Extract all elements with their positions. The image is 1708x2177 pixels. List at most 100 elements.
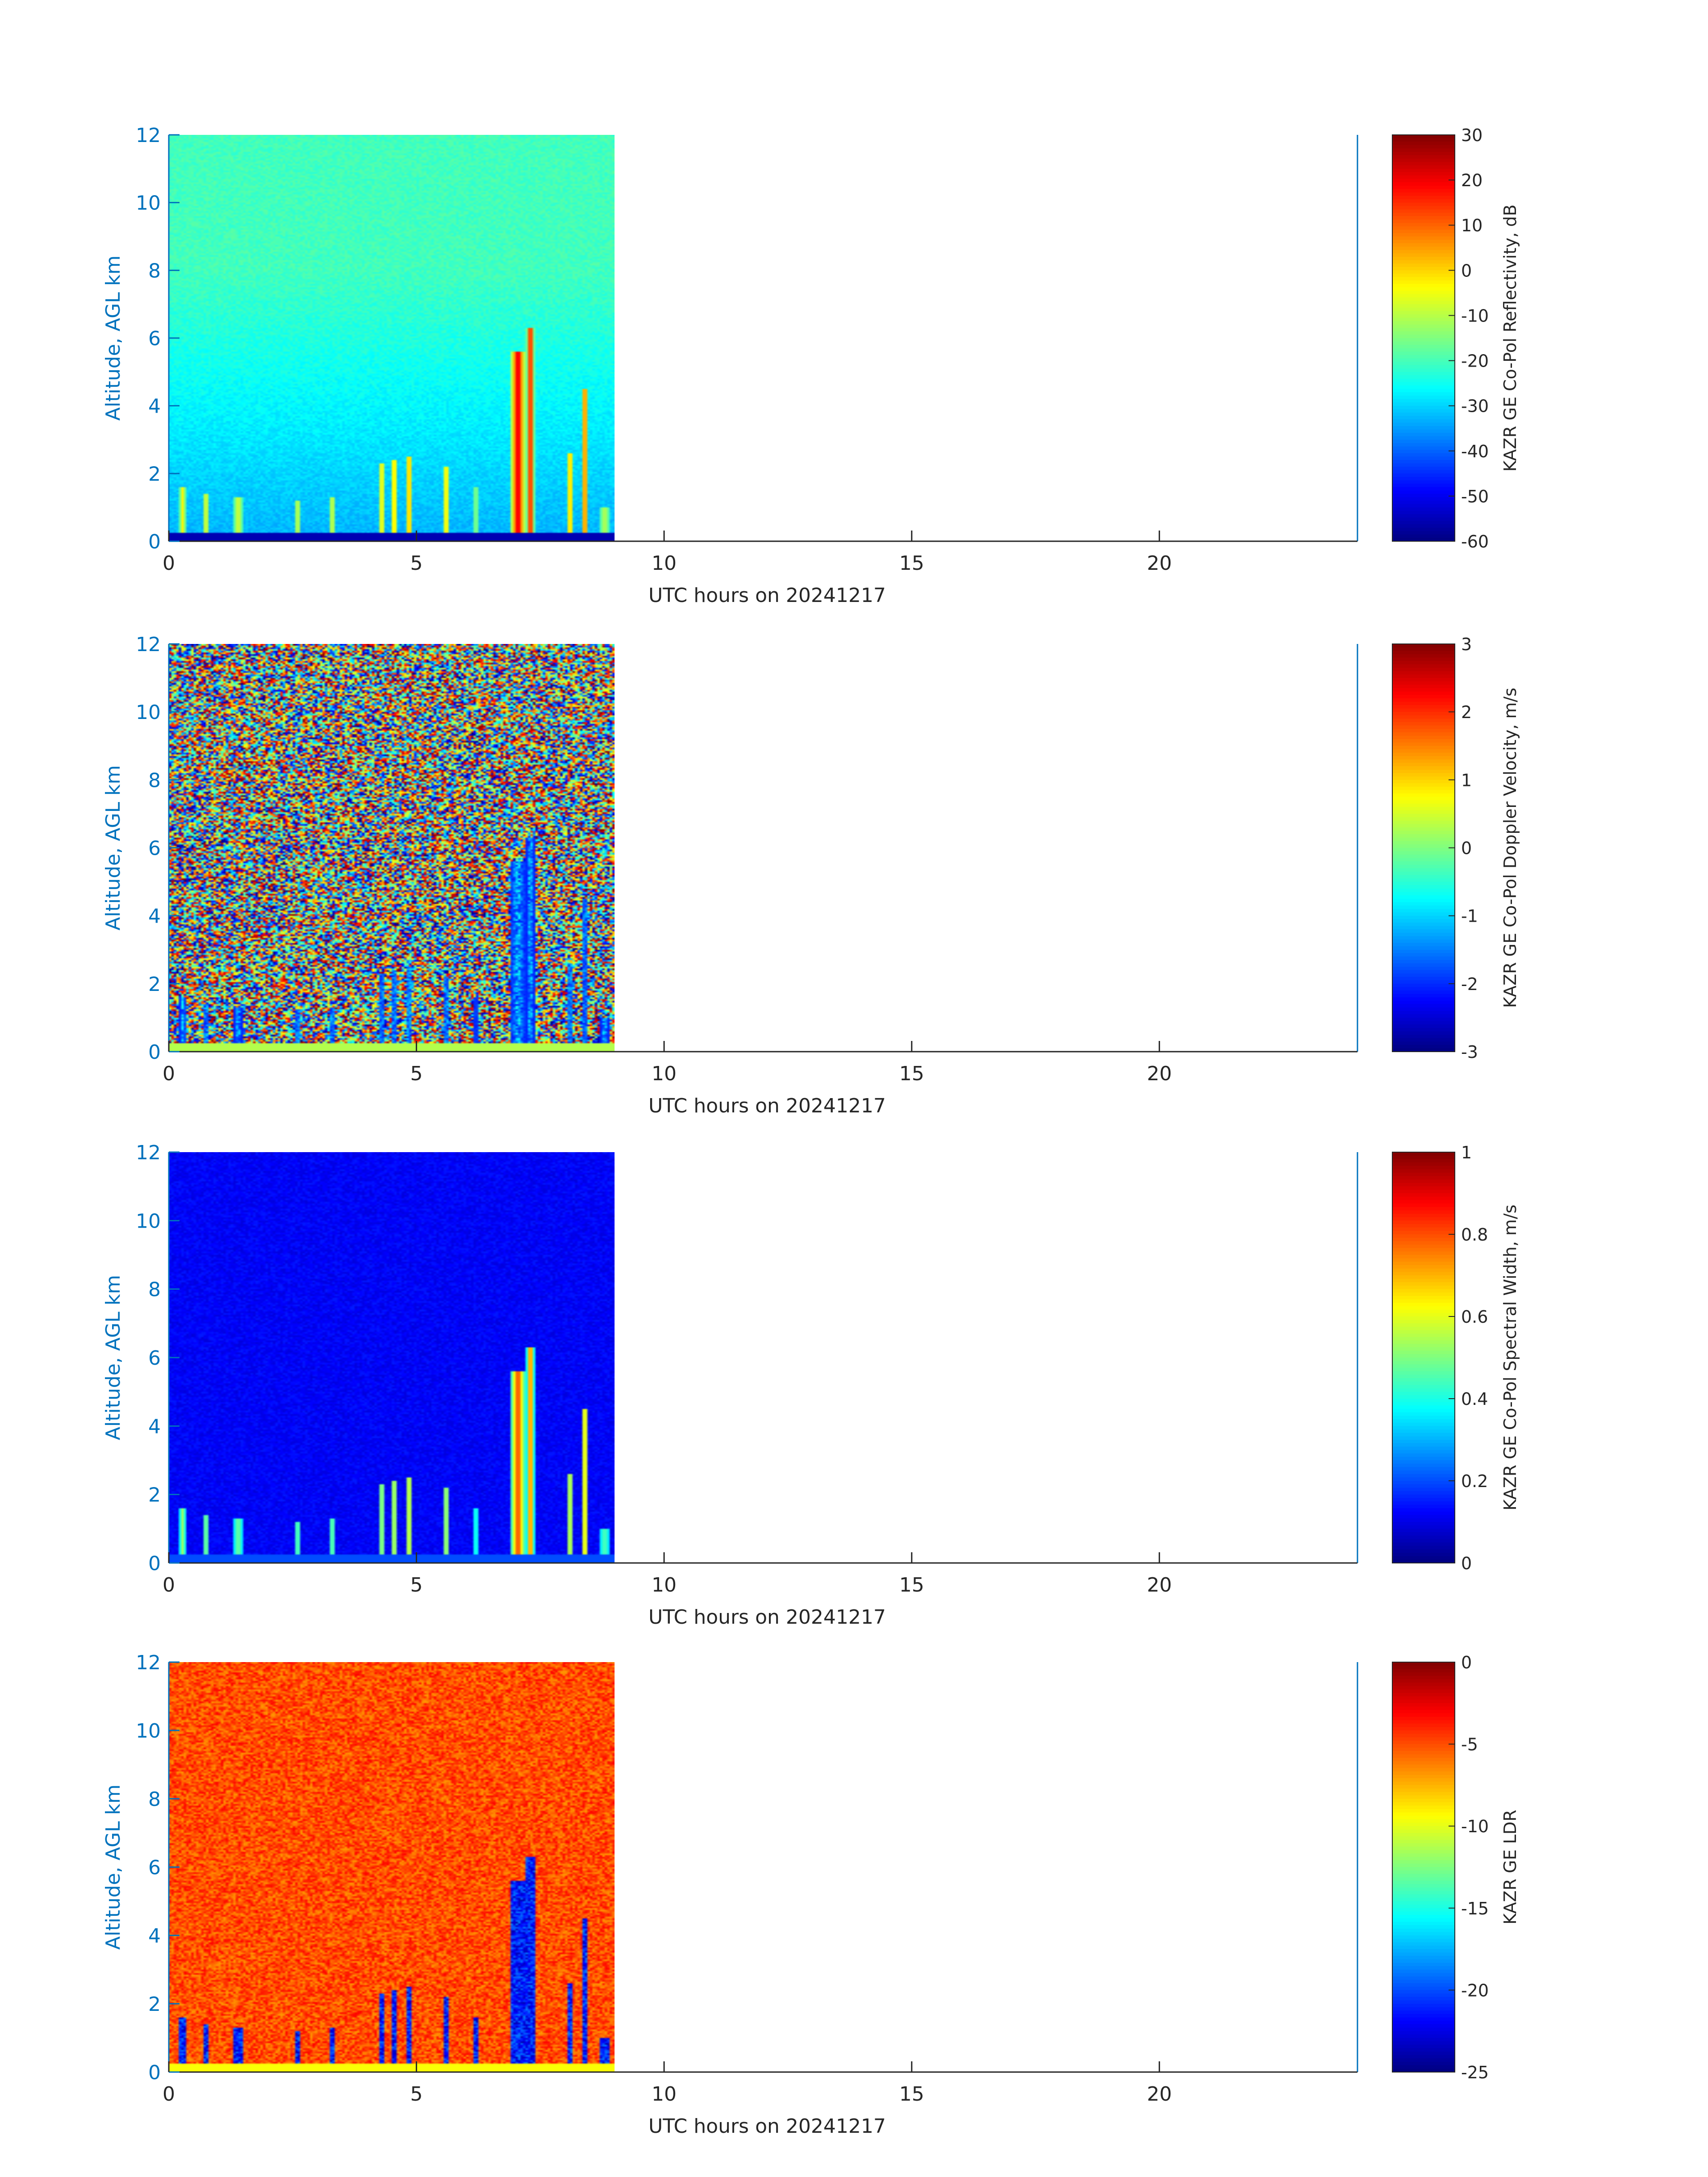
colorbar-segment	[1392, 1665, 1455, 1670]
colorbar-segment	[1392, 1778, 1455, 1782]
colorbar-tick-label: 30	[1461, 125, 1482, 145]
colorbar-segment	[1392, 1539, 1455, 1543]
colorbar-segment	[1392, 507, 1455, 511]
colorbar-segment	[1392, 671, 1455, 675]
colorbar: -25 -20 -15 -10 -5 0	[1392, 1653, 1489, 2082]
colorbar-segment	[1392, 712, 1455, 716]
colorbar-segment	[1392, 885, 1455, 889]
colorbar-segment	[1392, 527, 1455, 532]
colorbar-segment	[1392, 490, 1455, 494]
colorbar-segment	[1392, 175, 1455, 180]
colorbar-segment	[1392, 1959, 1455, 1964]
colorbar-segment	[1392, 1388, 1455, 1392]
colorbar-segment	[1392, 318, 1455, 322]
colorbar-segment	[1392, 1436, 1455, 1440]
colorbar-segment	[1392, 1024, 1455, 1028]
colorbar-segment	[1392, 1809, 1455, 1813]
colorbar-segment	[1392, 453, 1455, 457]
colorbar-segment	[1392, 1734, 1455, 1738]
x-tick-label: 10	[651, 1574, 677, 1596]
colorbar: -3 -2 -1 0 1 2 3	[1392, 635, 1478, 1062]
colorbar-segment	[1392, 780, 1455, 784]
colorbar-segment	[1392, 341, 1455, 346]
y-tick-label: 6	[148, 1347, 161, 1370]
colorbar-segment	[1392, 1676, 1455, 1680]
colorbar-segment	[1392, 1710, 1455, 1714]
colorbar-segment	[1392, 446, 1455, 451]
colorbar-segment	[1392, 216, 1455, 220]
colorbar-segment	[1392, 820, 1455, 825]
colorbar-segment	[1392, 1320, 1455, 1324]
colorbar-segment	[1392, 674, 1455, 679]
colorbar-segment	[1392, 1864, 1455, 1868]
x-tick-label: 20	[1147, 1062, 1172, 1085]
colorbar-segment	[1392, 977, 1455, 981]
colorbar-segment	[1392, 1525, 1455, 1529]
colorbar-segment	[1392, 233, 1455, 237]
colorbar-segment	[1392, 155, 1455, 159]
colorbar-segment	[1392, 1038, 1455, 1042]
colorbar-segment	[1392, 375, 1455, 379]
colorbar-segment	[1392, 1350, 1455, 1355]
colorbar-tick-label: -25	[1461, 2063, 1489, 2082]
colorbar-segment	[1392, 868, 1455, 872]
y-tick-label: 8	[148, 1279, 161, 1301]
colorbar-segment	[1392, 1354, 1455, 1358]
colorbar-segment	[1392, 1535, 1455, 1540]
colorbar-segment	[1392, 348, 1455, 352]
colorbar-segment	[1392, 1515, 1455, 1519]
colorbar-segment	[1392, 858, 1455, 862]
colorbar-segment	[1392, 189, 1455, 193]
colorbar-tick-label: 1	[1461, 770, 1472, 790]
colorbar-segment	[1392, 657, 1455, 662]
colorbar-segment	[1392, 1460, 1455, 1464]
colorbar-segment	[1392, 480, 1455, 485]
colorbar-segment	[1392, 1494, 1455, 1499]
colorbar-segment	[1392, 159, 1455, 163]
colorbar-segment	[1392, 695, 1455, 699]
colorbar-segment	[1392, 1474, 1455, 1478]
colorbar-tick-label: 0	[1461, 839, 1472, 858]
colorbar-segment	[1392, 1990, 1455, 1994]
colorbar-segment	[1392, 1518, 1455, 1522]
colorbar-segment	[1392, 882, 1455, 886]
colorbar-segment	[1392, 1337, 1455, 1341]
colorbar-segment	[1392, 766, 1455, 770]
colorbar-segment	[1392, 501, 1455, 505]
x-tick-label: 5	[410, 1062, 423, 1085]
colorbar-segment	[1392, 1771, 1455, 1776]
colorbar-segment	[1392, 294, 1455, 298]
colorbar-segment	[1392, 1488, 1455, 1492]
colorbar-segment	[1392, 277, 1455, 281]
colorbar-segment	[1392, 1207, 1455, 1211]
colorbar-segment	[1392, 1402, 1455, 1406]
x-tick-label: 5	[410, 1574, 423, 1596]
colorbar-segment	[1392, 749, 1455, 753]
y-tick-label: 10	[136, 701, 161, 724]
colorbar-segment	[1392, 510, 1455, 515]
colorbar-segment	[1392, 1727, 1455, 1731]
colorbar-segment	[1392, 1220, 1455, 1224]
colorbar-segment	[1392, 1196, 1455, 1201]
y-axis-label: Altitude, AGL km	[102, 1784, 125, 1950]
colorbar-segment	[1392, 1371, 1455, 1375]
colorbar-segment	[1392, 1399, 1455, 1403]
colorbar-segment	[1392, 752, 1455, 757]
colorbar-tick-label: 0.4	[1461, 1389, 1488, 1409]
colorbar-segment	[1392, 1289, 1455, 1293]
panel-reflectivity: 0 2 4 6 8 10 12 0 5 10 15 20 UTC hours on 20241217 Al…	[102, 124, 1520, 607]
colorbar-tick-label: -5	[1461, 1735, 1478, 1755]
colorbar-segment	[1392, 433, 1455, 437]
colorbar-segment	[1392, 331, 1455, 335]
x-tick-label: 5	[410, 2083, 423, 2106]
colorbar-segment	[1392, 2044, 1455, 2049]
colorbar-segment	[1392, 946, 1455, 950]
colorbar-segment	[1392, 1333, 1455, 1337]
colorbar-tick-label: 0.8	[1461, 1225, 1488, 1245]
colorbar-segment	[1392, 470, 1455, 474]
x-tick-label: 20	[1147, 2083, 1172, 2106]
colorbar-segment	[1392, 861, 1455, 865]
colorbar-segment	[1392, 493, 1455, 498]
colorbar-segment	[1392, 763, 1455, 767]
colorbar-segment	[1392, 997, 1455, 1001]
